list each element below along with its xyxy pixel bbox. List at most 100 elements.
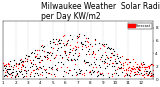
Point	[32, 75, 35, 76]
Point	[7, 65, 10, 66]
Point	[11, 74, 13, 76]
Point	[44, 57, 47, 58]
Point	[41, 45, 44, 46]
Point	[40, 67, 42, 68]
Point	[150, 72, 152, 74]
Point	[71, 75, 73, 76]
Point	[35, 55, 38, 57]
Point	[112, 54, 115, 56]
Point	[53, 64, 56, 66]
Point	[44, 72, 47, 73]
Point	[133, 71, 135, 73]
Point	[60, 40, 62, 41]
Point	[65, 54, 68, 56]
Point	[78, 53, 80, 54]
Point	[134, 71, 136, 72]
Point	[86, 61, 88, 63]
Point	[93, 40, 96, 41]
Point	[13, 65, 16, 66]
Point	[5, 75, 8, 76]
Point	[114, 72, 117, 74]
Point	[139, 67, 142, 68]
Point	[16, 73, 18, 74]
Point	[145, 66, 147, 67]
Point	[44, 56, 47, 57]
Point	[108, 64, 111, 65]
Point	[129, 76, 131, 77]
Point	[149, 75, 152, 76]
Point	[124, 61, 126, 62]
Point	[88, 43, 91, 45]
Point	[116, 67, 119, 68]
Point	[144, 67, 146, 68]
Point	[53, 76, 56, 77]
Point	[130, 70, 132, 71]
Point	[136, 71, 138, 72]
Point	[22, 65, 24, 67]
Point	[4, 74, 7, 76]
Point	[21, 73, 23, 74]
Point	[75, 74, 78, 75]
Point	[147, 71, 150, 72]
Point	[132, 66, 135, 67]
Point	[13, 59, 15, 61]
Point	[51, 69, 53, 70]
Point	[74, 46, 76, 47]
Point	[35, 58, 38, 59]
Point	[126, 74, 128, 75]
Point	[88, 53, 91, 54]
Point	[59, 43, 61, 44]
Point	[17, 75, 19, 76]
Point	[81, 44, 84, 45]
Point	[141, 63, 144, 65]
Point	[7, 73, 10, 75]
Point	[74, 53, 77, 54]
Point	[34, 56, 37, 57]
Point	[11, 72, 14, 73]
Point	[86, 40, 88, 42]
Point	[83, 72, 85, 73]
Point	[93, 57, 96, 58]
Point	[37, 61, 40, 63]
Point	[125, 72, 127, 74]
Point	[130, 67, 133, 69]
Point	[67, 39, 69, 41]
Point	[86, 61, 89, 62]
Point	[121, 55, 124, 56]
Point	[89, 73, 92, 74]
Point	[63, 44, 65, 46]
Point	[125, 63, 128, 65]
Point	[73, 50, 76, 51]
Point	[142, 74, 144, 76]
Point	[98, 66, 101, 68]
Point	[41, 71, 44, 73]
Point	[74, 48, 77, 50]
Point	[84, 44, 86, 45]
Point	[94, 38, 96, 40]
Point	[66, 58, 68, 60]
Point	[40, 46, 42, 47]
Point	[7, 69, 10, 70]
Point	[62, 75, 64, 77]
Point	[135, 73, 137, 75]
Point	[152, 73, 155, 74]
Point	[75, 72, 77, 73]
Point	[149, 70, 152, 72]
Point	[67, 56, 70, 58]
Point	[37, 69, 40, 70]
Point	[72, 47, 75, 49]
Point	[125, 69, 128, 70]
Point	[79, 71, 81, 72]
Point	[111, 62, 113, 64]
Point	[70, 59, 73, 60]
Point	[61, 57, 64, 58]
Point	[88, 64, 90, 66]
Point	[15, 63, 17, 65]
Point	[150, 73, 153, 74]
Point	[68, 53, 70, 55]
Point	[91, 71, 94, 73]
Point	[42, 50, 45, 52]
Point	[22, 64, 24, 65]
Point	[102, 75, 105, 76]
Point	[143, 66, 145, 68]
